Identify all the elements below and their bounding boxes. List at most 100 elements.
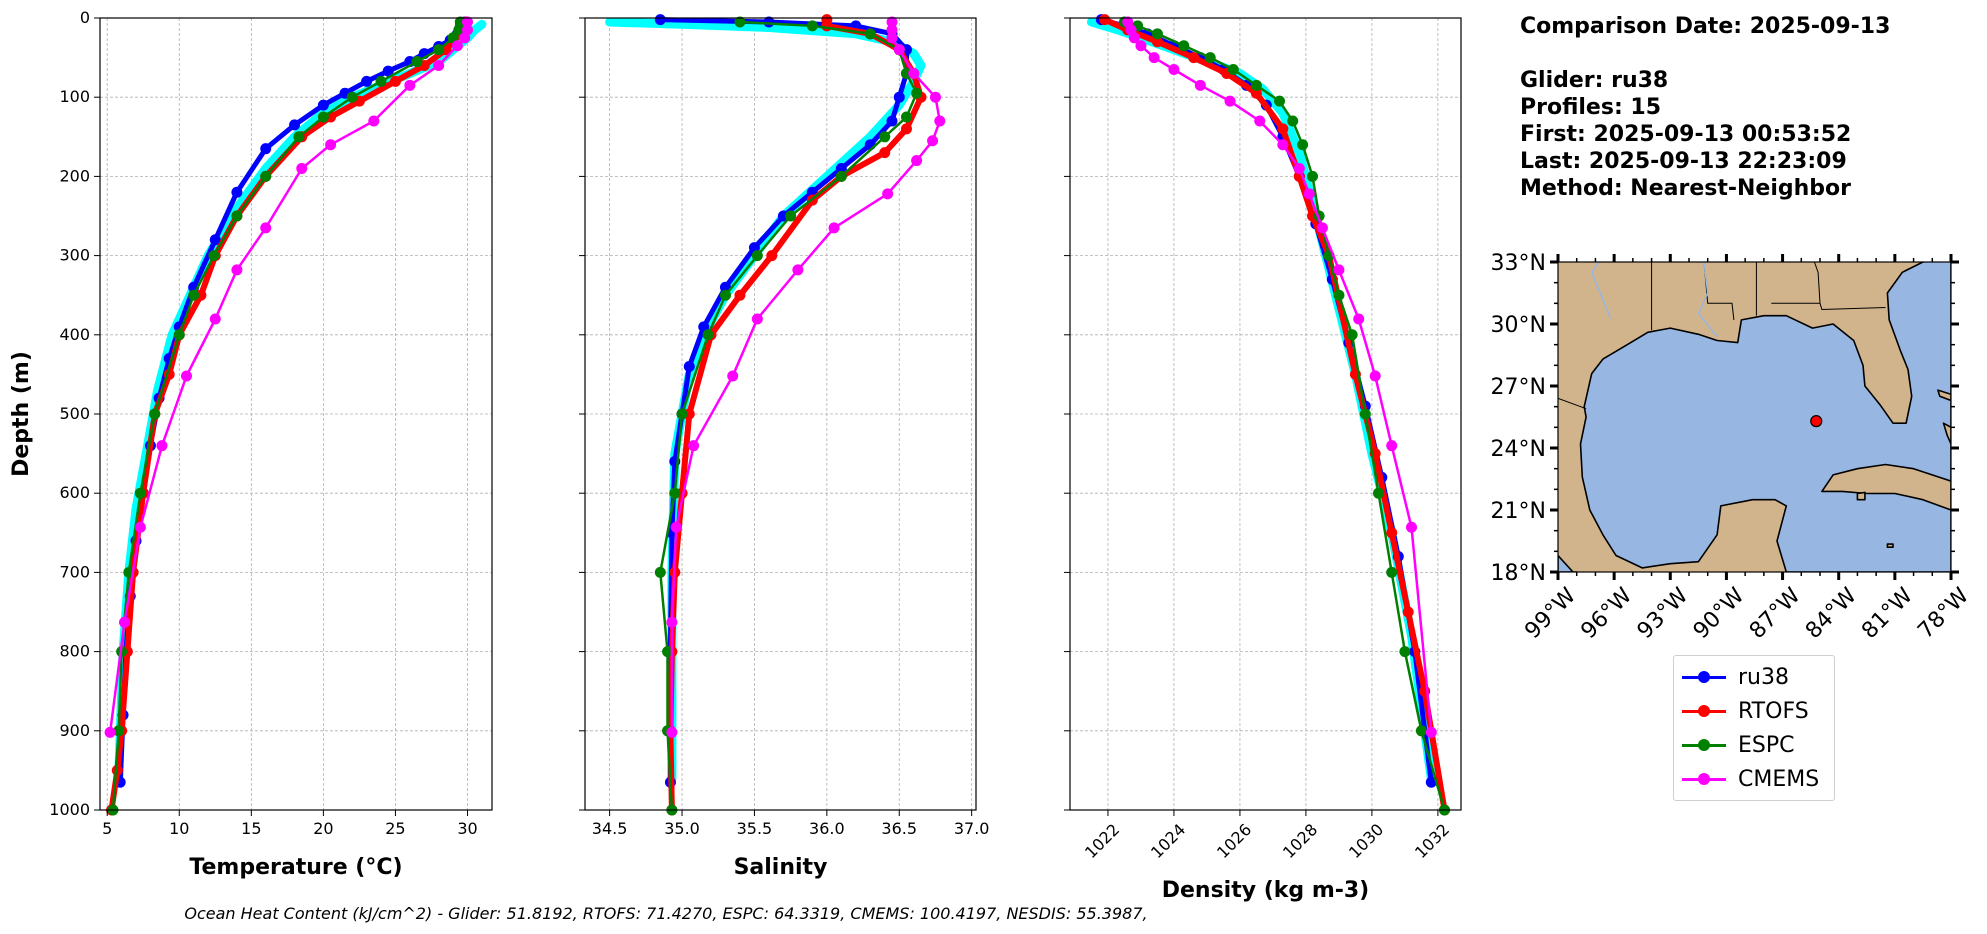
x-tick-label: 1030	[1345, 820, 1387, 862]
series-line	[605, 17, 926, 783]
data-point	[361, 75, 373, 87]
data-point	[404, 79, 416, 91]
data-point	[879, 131, 891, 143]
x-axis-label: Salinity	[734, 855, 828, 880]
series-line	[1103, 16, 1448, 811]
legend-label: ru38	[1738, 664, 1789, 690]
data-point	[433, 60, 445, 72]
data-point	[882, 188, 894, 200]
data-point	[1307, 170, 1319, 182]
data-point	[289, 119, 301, 131]
y-tick-label: 100	[59, 87, 90, 106]
data-point	[666, 616, 678, 628]
chart-panel-2: 34.5 35.0 35.5 36.0 36.5 37.0 Salinity	[579, 14, 989, 880]
data-point	[1316, 222, 1328, 234]
data-point	[1359, 408, 1371, 420]
series-ru38-all-profiles-	[605, 17, 926, 783]
x-tick-label: 1026	[1213, 820, 1255, 862]
data-point	[325, 139, 337, 151]
data-point	[1135, 40, 1147, 52]
data-point	[180, 370, 192, 382]
data-point	[1406, 521, 1418, 533]
data-point	[104, 726, 116, 738]
data-point	[1386, 527, 1398, 539]
data-point	[346, 91, 358, 103]
data-point	[1369, 370, 1381, 382]
grid	[1070, 17, 1461, 811]
y-tick-label: 0	[80, 8, 90, 27]
data-point	[785, 210, 797, 222]
series-ru38	[114, 16, 471, 788]
data-point	[1128, 32, 1140, 44]
footer-ohc: Ocean Heat Content (kJ/cm^2) - Glider: 5…	[0, 904, 1987, 923]
data-point	[231, 186, 243, 198]
data-point	[688, 440, 700, 452]
data-point	[662, 646, 674, 658]
data-point	[666, 726, 678, 738]
data-point	[900, 123, 912, 135]
y-tick-label: 1000	[49, 800, 90, 819]
lon-tick-label: 84°W	[1801, 583, 1862, 644]
data-point	[886, 24, 898, 36]
data-point	[375, 75, 387, 87]
y-tick-label: 300	[59, 246, 90, 265]
x-tick-label: 1024	[1147, 820, 1189, 862]
series-rtofs	[106, 16, 472, 816]
data-point	[1250, 87, 1262, 99]
comparison-date: Comparison Date: 2025-09-13	[1520, 14, 1891, 39]
y-tick-label: 800	[59, 642, 90, 661]
data-point	[911, 155, 923, 167]
y-tick-label: 400	[59, 325, 90, 344]
lon-tick-label: 81°W	[1857, 583, 1918, 644]
y-ticks: 0 100 200 300 400 500 600 700 800 900 1000	[49, 8, 100, 819]
data-point	[1224, 95, 1236, 107]
series-cmems	[104, 16, 473, 738]
x-ticks: 5 10 15 20 25 30	[102, 810, 478, 838]
data-point	[411, 56, 423, 68]
data-point	[835, 162, 847, 174]
data-point	[1293, 162, 1305, 174]
footer-text: Ocean Heat Content (kJ/cm^2) - Glider: 5…	[184, 904, 1148, 923]
lat-tick-label: 33°N	[1491, 251, 1546, 276]
data-point	[1168, 63, 1180, 75]
data-point	[433, 44, 445, 56]
legend-item-rtofs: RTOFS	[1682, 696, 1809, 726]
series-espc	[107, 16, 466, 816]
data-point	[113, 725, 125, 737]
data-point	[1204, 52, 1216, 64]
data-point	[1227, 63, 1239, 75]
first-time: First: 2025-09-13 00:53:52	[1520, 122, 1852, 147]
border-line	[1558, 397, 1587, 410]
data-point	[1303, 188, 1315, 200]
data-point	[669, 487, 681, 499]
data-point	[1274, 95, 1286, 107]
y-ticks	[1064, 17, 1070, 811]
data-point	[1151, 36, 1163, 48]
series-espc	[1118, 16, 1451, 816]
data-point	[654, 14, 666, 26]
data-point	[934, 115, 946, 127]
x-tick-label: 20	[313, 819, 333, 838]
pacific-water	[1558, 554, 1578, 572]
data-point	[1386, 440, 1398, 452]
series-rtofs	[1099, 14, 1451, 816]
data-point	[911, 87, 923, 99]
data-point	[173, 329, 185, 341]
y-axis-label: Depth (m)	[9, 351, 34, 477]
series-ru38	[1095, 14, 1437, 788]
data-point	[1277, 123, 1289, 135]
data-point	[1250, 79, 1262, 91]
data-point	[231, 264, 243, 276]
lon-tick-label: 78°W	[1913, 583, 1974, 644]
method: Method: Nearest-Neighbor	[1520, 176, 1851, 201]
data-point	[734, 289, 746, 301]
legend-label: CMEMS	[1738, 766, 1820, 792]
data-point	[1386, 566, 1398, 578]
data-point	[1254, 115, 1266, 127]
data-point	[702, 329, 714, 341]
glider-name: Glider: ru38	[1520, 68, 1669, 93]
lat-tick-label: 30°N	[1491, 313, 1546, 338]
data-point	[368, 115, 380, 127]
chart-panel-1: 5 10 15 20 25 3001002003004005006007008009001…	[9, 8, 493, 880]
data-point	[1277, 139, 1289, 151]
